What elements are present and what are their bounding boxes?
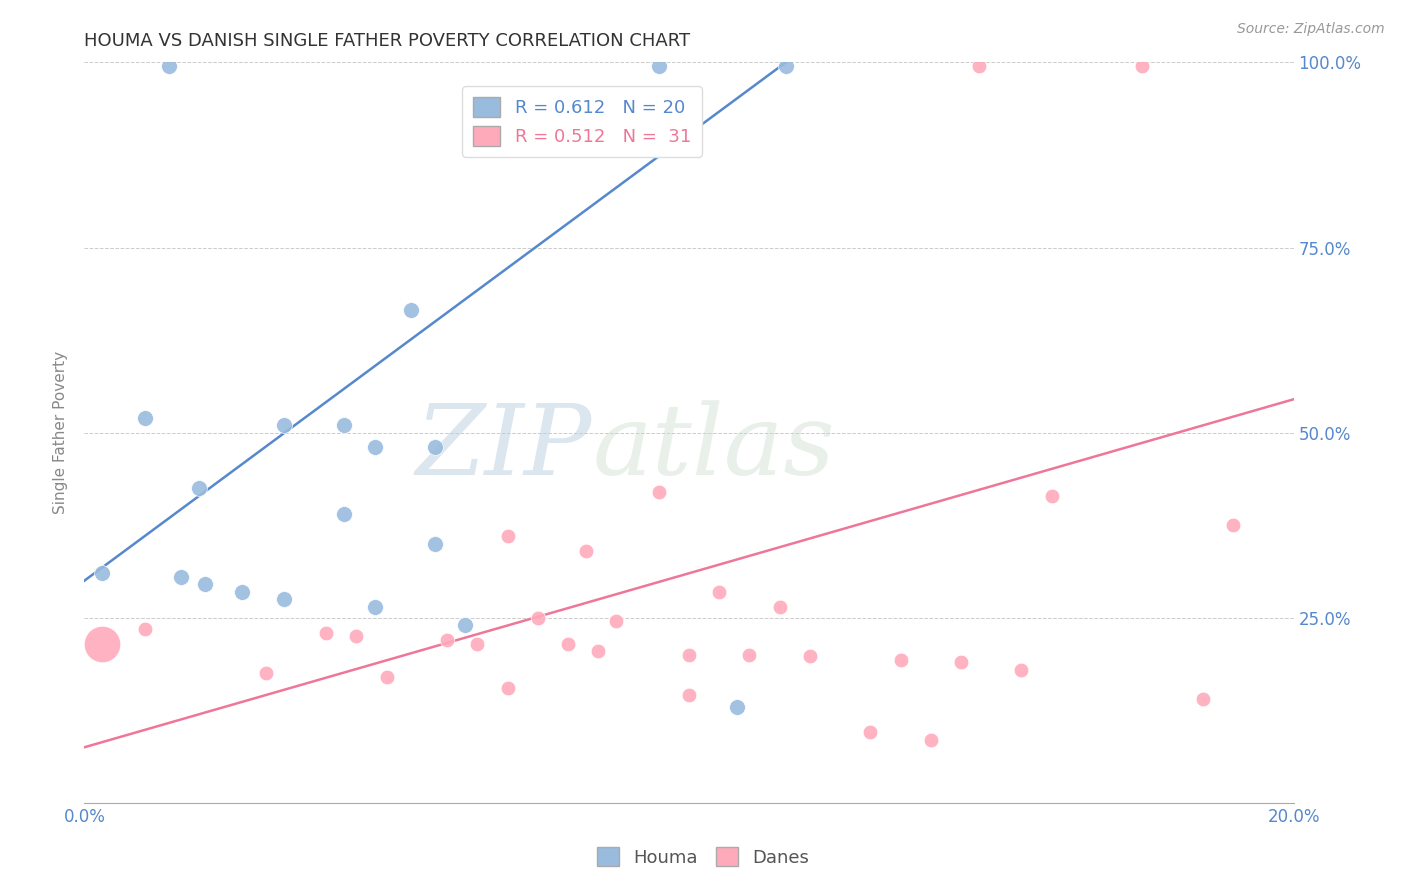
Point [588,644,610,658]
Point [346,629,368,643]
Point [709,584,731,599]
Text: ZIP: ZIP [416,400,592,495]
Legend: R = 0.612   N = 20, R = 0.512   N =  31: R = 0.612 N = 20, R = 0.512 N = 31 [463,87,702,157]
Point [91,637,114,651]
Point [273,418,295,433]
Point [890,653,912,667]
Point [1011,663,1033,677]
Point [605,615,627,629]
Point [557,637,579,651]
Legend: Houma, Danes: Houma, Danes [591,840,815,874]
Point [527,610,550,624]
Point [399,303,422,318]
Point [91,566,114,581]
Point [1040,489,1063,503]
Point [194,577,217,591]
Point [333,507,356,521]
Point [333,418,356,433]
Point [273,592,295,607]
Point [575,544,598,558]
Point [454,618,477,632]
Point [920,732,942,747]
Point [678,689,700,703]
Point [170,570,193,584]
Point [315,625,337,640]
Point [648,59,671,73]
Point [950,655,973,669]
Point [1222,518,1244,533]
Point [1192,692,1215,706]
Point [157,59,180,73]
Point [799,649,821,664]
Point [134,622,156,636]
Point [859,725,882,739]
Text: Source: ZipAtlas.com: Source: ZipAtlas.com [1237,22,1385,37]
Point [254,666,277,681]
Point [188,481,211,495]
Point [738,648,761,662]
Point [496,529,519,543]
Point [375,670,398,684]
Point [496,681,519,695]
Point [725,699,748,714]
Point [967,59,990,73]
Point [363,599,385,614]
Point [134,410,156,425]
Point [467,637,489,651]
Text: HOUMA VS DANISH SINGLE FATHER POVERTY CORRELATION CHART: HOUMA VS DANISH SINGLE FATHER POVERTY CO… [84,32,690,50]
Point [1130,59,1153,73]
Point [231,584,253,599]
Point [775,59,797,73]
Point [423,441,446,455]
Point [769,599,792,614]
Point [363,441,385,455]
Text: atlas: atlas [592,400,835,495]
Point [436,632,458,647]
Point [678,648,700,662]
Point [423,536,446,550]
Y-axis label: Single Father Poverty: Single Father Poverty [53,351,69,514]
Point [648,484,671,499]
